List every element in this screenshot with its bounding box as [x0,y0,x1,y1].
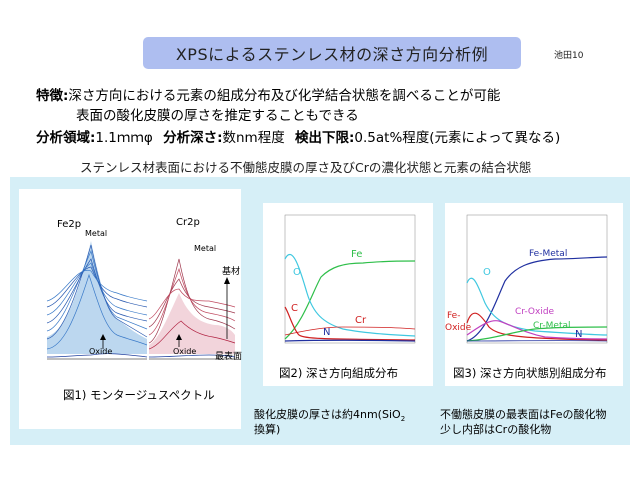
depth-profile-plot [284,214,416,344]
figure-3-card: Fe-Metal O Fe- Oxide Cr-Oxide Cr-Metal N… [445,203,623,386]
n-curve [284,339,416,342]
fe-metal-curve [466,256,608,342]
title-banner: XPSによるステンレス材の深さ方向分析例 [143,37,521,69]
n-label: N [323,327,331,338]
fe2p-label: Fe2p [57,219,82,230]
fig2-note-subscript: 2 [400,415,406,424]
cr-label: Cr [355,315,367,326]
c-label: C [291,303,298,314]
cr-oxide-curve [466,320,608,340]
fe-oxide-label-2: Oxide [445,323,472,333]
fig3-note-1: 不働態皮膜の最表面はFeの酸化物 [440,408,607,421]
fig2-note-text: 酸化皮膜の厚さは約4nm(SiO [254,408,401,421]
page-title: XPSによるステンレス材の深さ方向分析例 [175,45,489,64]
fig2-note-2: 換算) [254,423,281,436]
fe-metal-label: Metal [85,229,108,238]
o-curve [284,253,416,337]
fe2p-spectra [46,241,148,358]
depth-label: 分析深さ: [163,130,223,146]
fig2-caption: 図2) 深さ方向組成分布 [279,366,398,380]
fig3-caption: 図3) 深さ方向状態別組成分布 [453,366,607,380]
surface-label: 最表面 [215,352,243,362]
state-depth-profile-plot [466,214,608,344]
fig3-note-2: 少し内部はCrの酸化物 [440,423,552,436]
o-label: O [483,267,491,278]
limit-label: 検出下限: [295,130,355,146]
cr2p-label: Cr2p [176,217,200,228]
cr-metal-label: Cr-Metal [533,321,571,331]
cr-curve [284,326,416,336]
fe-curve [284,260,416,340]
features-text-2: 表面の酸化皮膜の厚さを推定することもできる [76,108,359,124]
fe-label: Fe [351,249,363,260]
main-caption: ステンレス材表面における不働態皮膜の厚さ及びCrの濃化状態と元素の結合状態 [80,160,532,175]
specs-line: 分析領域:1.1ｍｍφ 分析深さ:数nm程度 検出下限:0.5at%程度(元素に… [36,126,560,146]
fe-oxide-label-1: Fe- [447,311,461,321]
base-label: 基材 [222,267,241,277]
fig1-caption: 図1) モンタージュスペクトル [63,388,215,402]
features-line-1: 特徴:深さ方向における元素の組成分布及び化学結合状態を調べることが可能 [36,84,500,104]
area-value: 1.1ｍｍφ [95,130,153,146]
features-text-1: 深さ方向における元素の組成分布及び化学結合状態を調べることが可能 [68,88,501,104]
features-label: 特徴: [36,88,69,104]
fe-oxide-curve [466,312,608,341]
figure-2-card: Fe O C Cr N 図2) 深さ方向組成分布 [263,203,433,386]
fe-metal-label: Fe-Metal [529,249,568,259]
cr-oxide-label: Oxide [173,347,197,356]
figure-1-card: Fe2p Cr2p Metal Metal Oxide Oxide 基材 最表面… [19,189,243,429]
cr2p-spectra [148,258,236,358]
limit-value: 0.5at%程度(元素によって異なる) [354,130,561,146]
cr-metal-curve [466,326,608,342]
depth-value: 数nm程度 [222,130,285,146]
cr-metal-label: Metal [194,244,217,253]
fig2-note-1: 酸化皮膜の厚さは約4nm(SiO2 [254,406,405,423]
c-curve [284,306,416,341]
cr-oxide-label: Cr-Oxide [515,307,555,317]
montage-spectrum-plot [46,241,236,360]
author-label: 池田10 [554,51,584,61]
area-label: 分析領域: [36,130,96,146]
o-label: O [293,267,301,278]
fe-oxide-label: Oxide [89,347,113,356]
n-label: N [575,329,583,340]
